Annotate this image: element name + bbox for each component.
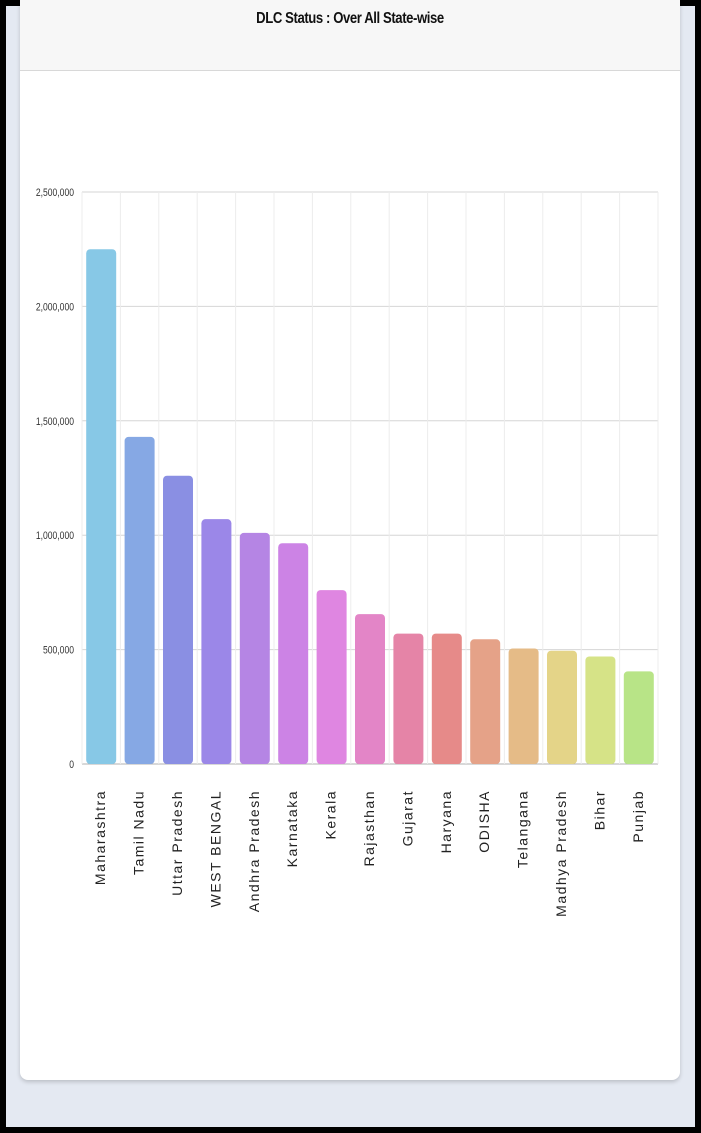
bar xyxy=(393,633,424,764)
card-header: DLC Status : Over All State-wise xyxy=(20,0,680,71)
x-tick-label: Kerala xyxy=(323,790,339,839)
x-tick-label: Tamil Nadu xyxy=(131,790,147,875)
y-tick-label: 0 xyxy=(69,759,74,771)
y-tick-label: 1,500,000 xyxy=(36,416,75,428)
x-tick-label: Rajasthan xyxy=(361,790,377,867)
x-tick-label: Uttar Pradesh xyxy=(169,790,185,896)
bar xyxy=(278,543,309,764)
x-tick-label: Andhra Pradesh xyxy=(246,790,262,912)
bar xyxy=(124,436,155,764)
bar xyxy=(201,519,232,764)
y-tick-label: 1,000,000 xyxy=(36,530,75,542)
x-tick-label: Bihar xyxy=(591,790,607,830)
bar xyxy=(316,590,347,764)
x-tick-label: Madhya Pradesh xyxy=(553,790,569,917)
x-tick-label: Karnataka xyxy=(284,790,300,867)
bar xyxy=(86,249,117,764)
chart-title: DLC Status : Over All State-wise xyxy=(256,10,444,27)
x-tick-label: Punjab xyxy=(630,790,646,843)
x-tick-label: Gujarat xyxy=(399,790,415,846)
x-tick-label: Haryana xyxy=(438,790,454,853)
bar xyxy=(163,475,193,764)
page-footer-strip xyxy=(6,1092,695,1127)
bar xyxy=(623,671,654,764)
bar xyxy=(585,656,616,764)
chart-card: DLC Status : Over All State-wise 0 500,00… xyxy=(20,0,680,1080)
x-tick-label: Maharashtra xyxy=(92,790,108,885)
bar-chart: 0 500,000 1,000,000 1,500,000 2,000,000 2,500… xyxy=(36,187,659,917)
bar xyxy=(355,614,385,764)
bar xyxy=(547,650,577,764)
x-tick-label: ODISHA xyxy=(476,790,492,853)
y-tick-label: 2,500,000 xyxy=(36,187,75,199)
x-tick-label: WEST BENGAL xyxy=(207,790,223,907)
x-tick-label: Telangana xyxy=(515,790,531,868)
y-tick-label: 500,000 xyxy=(43,645,74,657)
bar xyxy=(508,648,539,764)
bar xyxy=(239,532,270,764)
y-tick-label: 2,000,000 xyxy=(36,301,75,313)
bar xyxy=(431,633,462,764)
bar xyxy=(470,639,501,764)
